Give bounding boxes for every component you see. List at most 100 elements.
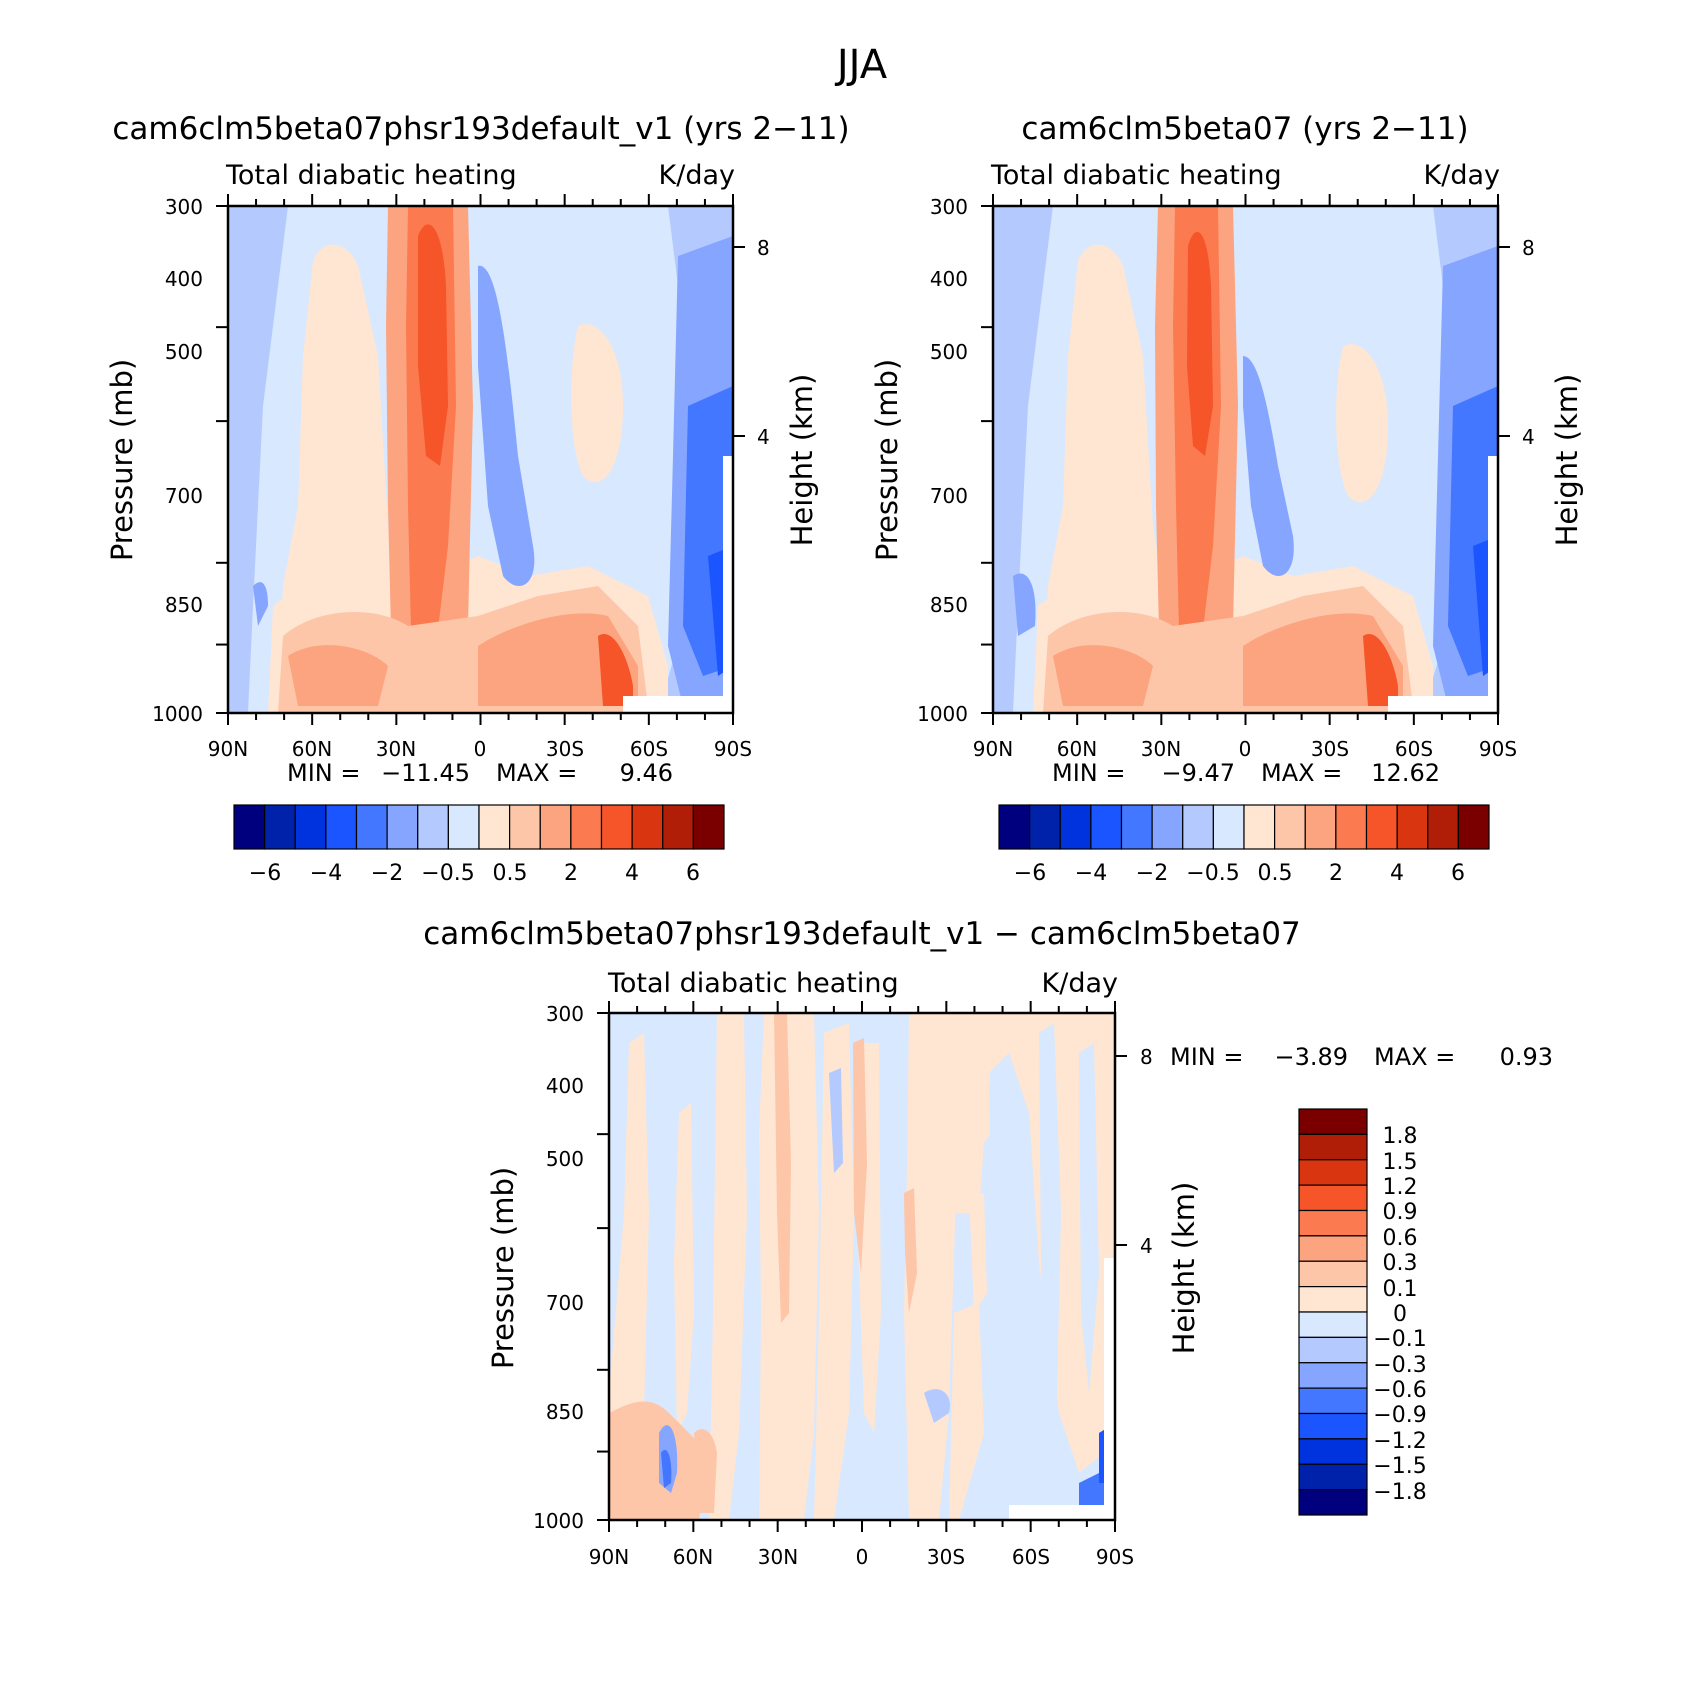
panel-3-subtitle: Total diabatic heating [607,968,899,999]
panel-2-colorbar [998,804,1490,850]
panel-2-colorbar-label: 0.5 [1258,861,1293,886]
panel-2-strong-warm-blob [1363,634,1398,706]
panel-3-colorbar-label: −0.9 [1373,1403,1426,1428]
panel-3-y-tick-label: 1000 [533,1509,584,1533]
panel-3-x-tick-label: 60N [673,1545,713,1569]
panel-3-warm-stripe [949,1303,984,1520]
panel-3-colorbar-label: 0.3 [1383,1251,1418,1276]
panel-1-min-label: MIN = [287,759,360,787]
panel-2-mid-blue-tongue [1243,356,1294,576]
colorbar-swatch [417,804,449,850]
panel-1-y-tick-label: 500 [165,340,203,364]
panel-2-y-tick-label: 500 [930,340,968,364]
colorbar-swatch [1298,1133,1368,1161]
panel-3-max-value: 0.93 [1500,1043,1553,1071]
panel-3-warm-stripe [609,1033,649,1520]
colorbar-swatch [1298,1311,1368,1338]
panel-1-x-tick-label: 60N [292,737,332,761]
panel-3-colorbar-label: 0.6 [1383,1226,1418,1251]
panel-3-y2-axis-label: Height (km) [1167,1182,1201,1355]
panel-1-surface-mask [623,696,733,713]
panel-1-y-tick-label: 850 [165,593,203,617]
panel-2-y2-axis-label: Height (km) [1550,374,1584,547]
panel-1-light-warm-region-south [571,324,623,483]
panel-3-colorbar-label: −0.6 [1373,1378,1426,1403]
panel-3-colorbar-label: −1.5 [1373,1454,1426,1479]
panel-3-x-tick-label: 60S [1012,1545,1050,1569]
panel-2-units: K/day [1424,160,1500,191]
panel-1-warm-column-core [418,224,448,466]
panel-1-colorbar-label: −0.5 [421,861,474,886]
colorbar-swatch [1298,1463,1368,1491]
panel-1-x-tick-label: 30S [546,737,584,761]
colorbar-swatch [1298,1286,1368,1313]
panel-3-cool-stripe [1039,1023,1061,1433]
panel-3-colorbar-label: 1.2 [1383,1175,1418,1200]
panel-1-x-tick-label: 30N [376,737,416,761]
panel-2-max-label: MAX = [1261,759,1342,787]
panel-3-colorbar-label: −0.3 [1373,1353,1426,1378]
panel-1-y2-tick-label: 4 [757,425,770,449]
panel-2-x-tick-label: 30S [1311,737,1349,761]
panel-3-y-axis-label: Pressure (mb) [486,1167,520,1369]
colorbar-swatch [1298,1108,1368,1135]
panel-1-y2-axis-label: Height (km) [785,374,819,547]
panel-2-mid-blue-north [1013,573,1036,636]
panel-2-warm-boundary-core-south [1243,613,1403,706]
panel-1-mid-blue-tongue [478,265,535,586]
colorbar-swatch [1274,804,1306,850]
panel-3-warm-stripe [709,1013,747,1520]
panel-2-x-tick-label: 60N [1057,737,1097,761]
panel-3-colorbar-label: 0.9 [1383,1200,1418,1225]
panel-3-warm-stripe [969,1193,987,1313]
panel-1-y-tick-label: 700 [165,484,203,508]
panel-3-warm-column [774,1013,791,1323]
panel-2-field-contours [1013,206,1498,713]
panel-2-y2-tick-label: 8 [1522,236,1535,260]
panel-3-title: cam6clm5beta07phsr193default_v1 − cam6cl… [423,916,1301,952]
panel-1-colorbar-label: −4 [310,861,342,886]
colorbar-swatch [1427,804,1459,850]
colorbar-swatch [1090,804,1123,850]
colorbar-swatch [600,804,633,850]
panel-3-x-tick-label: 90S [1096,1545,1134,1569]
panel-1-x-tick-label: 90S [714,737,752,761]
colorbar-swatch [355,804,388,850]
panel-2-y-tick-label: 300 [930,195,968,219]
panel-2-title: cam6clm5beta07 (yrs 2−11) [1021,111,1468,147]
colorbar-swatch [1335,804,1368,850]
panel-3-x-tick-label: 30S [927,1545,965,1569]
colorbar-swatch [1243,804,1276,850]
colorbar-swatch [1298,1184,1368,1212]
colorbar-swatch [478,804,511,850]
panel-2-plot-area [993,206,1498,713]
colorbar-swatch [1298,1489,1368,1516]
colorbar-swatch [509,804,541,850]
panel-2-colorbar-label: −0.5 [1186,861,1239,886]
colorbar-swatch [233,804,266,850]
panel-1-max-label: MAX = [496,759,577,787]
panel-1: cam6clm5beta07phsr193default_v1 (yrs 2−1… [105,111,850,886]
panel-2-warm-column-core [1187,231,1213,456]
panel-1-colorbar-label: −2 [371,861,403,886]
panel-1-subtitle: Total diabatic heating [225,160,517,191]
panel-1-colorbar-label: −6 [249,861,281,886]
colorbar-swatch [1298,1336,1368,1364]
panel-1-mid-blue-north [253,582,268,626]
panel-3-cool-blob-center [829,1068,843,1173]
panel-3-terrain-mask [1104,1258,1115,1520]
panel-2-y-tick-label: 1000 [917,702,968,726]
panel-3-colorbar-label: −1.8 [1373,1480,1426,1505]
colorbar-swatch [1182,804,1214,850]
panel-3-max-label: MAX = [1374,1043,1455,1071]
colorbar-swatch [386,804,419,850]
panel-3-warm-column-south [853,1038,867,1273]
panel-3-cool-core-north [661,1449,672,1488]
panel-2-colorbar-label: 2 [1329,861,1343,886]
panel-3-x-ticks [608,1001,1116,1532]
colorbar-swatch [1365,804,1398,850]
panel-3-x-tick-label: 0 [856,1545,869,1569]
panel-2-x-tick-label: 0 [1239,737,1252,761]
colorbar-swatch [1298,1260,1368,1288]
colorbar-swatch [1298,1412,1368,1440]
